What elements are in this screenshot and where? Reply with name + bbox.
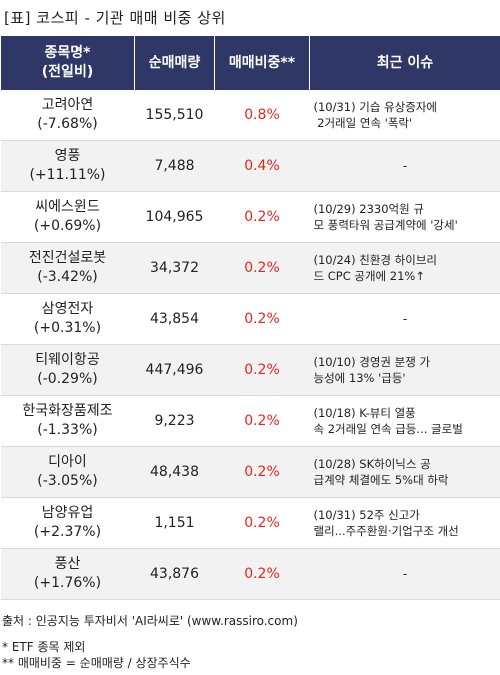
recent-issue: (10/10) 경영권 분쟁 가 능성에 13% '급등' <box>309 344 500 396</box>
trade-ratio: 0.8% <box>214 90 310 141</box>
recent-issue: (10/28) SK하이닉스 공 급계약 체결에도 5%대 하락 <box>309 446 500 498</box>
stock-name-cell: 티웨이항공 (-0.29%) <box>0 344 135 396</box>
table-row: 삼영전자 (+0.31%) 43,854 0.2% - <box>0 293 500 345</box>
stock-change: (-0.29%) <box>37 371 98 387</box>
table-row: 영풍 (+11.11%) 7,488 0.4% - <box>0 140 500 192</box>
trade-ratio: 0.2% <box>214 242 310 294</box>
recent-issue: (10/29) 2330억원 규 모 풍력타워 공급계약에 '강세' <box>309 191 500 243</box>
stock-change: (-1.33%) <box>37 422 98 438</box>
stock-name: 디아이 <box>48 454 87 470</box>
net-volume: 34,372 <box>134 242 215 294</box>
stock-change: (-3.05%) <box>37 473 98 489</box>
recent-issue: (10/31) 52주 신고가 랠리...주주환원·기업구조 개선 <box>309 497 500 549</box>
stock-name-cell: 영풍 (+11.11%) <box>0 140 135 192</box>
stock-name: 고려아연 <box>41 97 94 113</box>
net-volume: 48,438 <box>134 446 215 498</box>
stock-table: 종목명* (전일비) 순매매량 매매비중** 최근 이슈 고려아연 (-7.68%… <box>0 36 500 600</box>
net-volume: 1,151 <box>134 497 215 549</box>
stock-name: 풍산 <box>54 556 81 572</box>
trade-ratio: 0.2% <box>214 446 310 498</box>
stock-name-cell: 풍산 (+1.76%) <box>0 548 135 600</box>
recent-issue: - <box>309 548 500 600</box>
table-row: 디아이 (-3.05%) 48,438 0.2% (10/28) SK하이닉스 공 급계… <box>0 446 500 498</box>
stock-change: (+0.69%) <box>33 218 102 234</box>
net-volume: 9,223 <box>134 395 215 447</box>
net-volume: 104,965 <box>134 191 215 243</box>
stock-change: (+11.11%) <box>29 167 106 183</box>
stock-change: (-7.68%) <box>37 116 98 132</box>
net-volume: 43,876 <box>134 548 215 600</box>
recent-issue: (10/18) K-뷰티 열풍 속 2거래일 연속 급등... 글로벌 <box>309 395 500 447</box>
table-row: 씨에스윈드 (+0.69%) 104,965 0.2% (10/29) 2330억원 규… <box>0 191 500 243</box>
recent-issue: (10/31) 기습 유상증자에 2거래일 연속 '폭락' <box>309 90 500 141</box>
header-name: 종목명* (전일비) <box>0 36 135 90</box>
net-volume: 155,510 <box>134 90 215 141</box>
trade-ratio: 0.2% <box>214 497 310 549</box>
stock-name: 한국화장품제조 <box>22 403 113 419</box>
table-row: 풍산 (+1.76%) 43,876 0.2% - <box>0 548 500 600</box>
table-row: 남양유업 (+2.37%) 1,151 0.2% (10/31) 52주 신고가 랠리.… <box>0 497 500 549</box>
trade-ratio: 0.4% <box>214 140 310 192</box>
stock-name-cell: 고려아연 (-7.68%) <box>0 90 135 141</box>
table-row: 한국화장품제조 (-1.33%) 9,223 0.2% (10/18) K-뷰티 열풍 … <box>0 395 500 447</box>
recent-issue: (10/24) 친환경 하이브리 드 CPC 공개에 21%↑ <box>309 242 500 294</box>
stock-change: (+2.37%) <box>33 524 102 540</box>
trade-ratio: 0.2% <box>214 395 310 447</box>
trade-ratio: 0.2% <box>214 344 310 396</box>
table-row: 고려아연 (-7.68%) 155,510 0.8% (10/31) 기습 유상증자에 … <box>0 90 500 141</box>
stock-name-cell: 남양유업 (+2.37%) <box>0 497 135 549</box>
stock-name-cell: 전진건설로봇 (-3.42%) <box>0 242 135 294</box>
table-row: 전진건설로봇 (-3.42%) 34,372 0.2% (10/24) 친환경 하이브리… <box>0 242 500 294</box>
header-ratio: 매매비중** <box>214 36 310 90</box>
net-volume: 447,496 <box>134 344 215 396</box>
net-volume: 43,854 <box>134 293 215 345</box>
stock-name-cell: 디아이 (-3.05%) <box>0 446 135 498</box>
header-row: 종목명* (전일비) 순매매량 매매비중** 최근 이슈 <box>0 36 500 90</box>
trade-ratio: 0.2% <box>214 293 310 345</box>
stock-change: (+0.31%) <box>33 320 102 336</box>
table-title: [표] 코스피 - 기관 매매 비중 상위 <box>4 9 226 27</box>
footnote-etf: * ETF 종목 제외 <box>2 640 86 654</box>
stock-name-cell: 한국화장품제조 (-1.33%) <box>0 395 135 447</box>
header-volume: 순매매량 <box>134 36 215 90</box>
recent-issue: - <box>309 293 500 345</box>
trade-ratio: 0.2% <box>214 191 310 243</box>
stock-name: 영풍 <box>54 148 81 164</box>
trade-ratio: 0.2% <box>214 548 310 600</box>
footnote-ratio: ** 매매비중 = 순매매량 / 상장주식수 <box>2 656 191 670</box>
stock-name-cell: 씨에스윈드 (+0.69%) <box>0 191 135 243</box>
header-issue: 최근 이슈 <box>309 36 500 90</box>
stock-name: 티웨이항공 <box>35 352 100 368</box>
stock-change: (+1.76%) <box>33 575 102 591</box>
stock-name: 삼영전자 <box>41 301 94 317</box>
table-body: 고려아연 (-7.68%) 155,510 0.8% (10/31) 기습 유상증자에 … <box>0 90 500 600</box>
stock-name: 씨에스윈드 <box>35 199 100 215</box>
net-volume: 7,488 <box>134 140 215 192</box>
table-row: 티웨이항공 (-0.29%) 447,496 0.2% (10/10) 경영권 분쟁 가… <box>0 344 500 396</box>
recent-issue: - <box>309 140 500 192</box>
stock-name: 남양유업 <box>41 505 94 521</box>
stock-name-cell: 삼영전자 (+0.31%) <box>0 293 135 345</box>
source-note: 출처 : 인공지능 투자비서 'AI라씨로' (www.rassiro.com) <box>2 614 298 628</box>
stock-change: (-3.42%) <box>37 269 98 285</box>
stock-name: 전진건설로봇 <box>28 250 107 266</box>
